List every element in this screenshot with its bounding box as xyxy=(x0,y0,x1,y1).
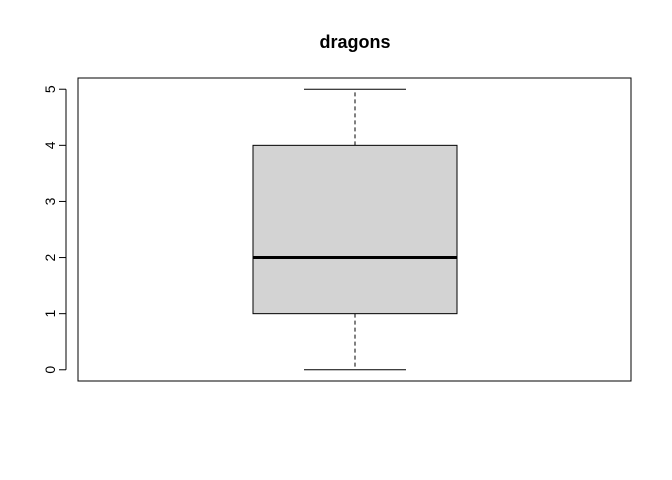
chart-title: dragons xyxy=(319,32,390,52)
plot-frame xyxy=(77,77,632,382)
y-tick-label-2: 2 xyxy=(42,253,58,261)
iqr-box xyxy=(252,144,458,315)
y-tick-label-4: 4 xyxy=(42,141,58,149)
y-tick-label-5: 5 xyxy=(42,85,58,93)
y-tick-label-3: 3 xyxy=(42,197,58,205)
y-tick-label-1: 1 xyxy=(42,310,58,318)
box-plot xyxy=(252,88,458,371)
y-tick-label-0: 0 xyxy=(42,366,58,374)
y-axis: 0 1 2 3 4 5 xyxy=(42,85,67,374)
